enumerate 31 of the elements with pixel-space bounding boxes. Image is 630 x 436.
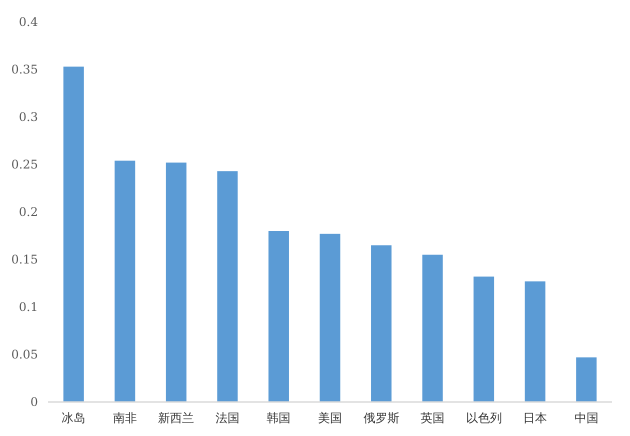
bar [63,66,84,402]
y-tick-label: 0.25 [11,158,38,172]
bar [474,276,494,402]
y-tick-label: 0.35 [11,62,38,77]
x-tick-label: 法国 [215,411,240,425]
y-tick-label: 0.4 [18,15,38,30]
x-tick-label: 南非 [112,411,137,425]
x-tick-label: 俄罗斯 [363,411,400,425]
x-tick-label: 美国 [318,411,342,425]
y-tick-label: 0.3 [18,110,38,124]
x-tick-label: 英国 [420,411,445,425]
x-tick-label: 新西兰 [158,411,194,425]
y-tick-label: 0.1 [18,300,38,314]
bar [320,234,340,402]
x-tick-label: 日本 [523,411,548,425]
bar [422,254,443,402]
y-tick-label: 0.15 [11,252,38,267]
bar [114,160,136,402]
x-tick-label: 冰岛 [62,411,86,425]
bar [371,245,392,402]
bar [524,281,546,402]
y-tick-label: 0.2 [18,205,38,220]
y-tick-label: 0 [30,395,38,410]
bar [166,162,186,402]
x-tick-label: 中国 [574,411,598,425]
x-tick-label: 以色列 [466,411,502,425]
bar [268,231,289,402]
bar [576,357,597,402]
y-tick-label: 0.05 [11,348,38,362]
x-tick-label: 韩国 [266,411,291,425]
bar [217,171,238,402]
